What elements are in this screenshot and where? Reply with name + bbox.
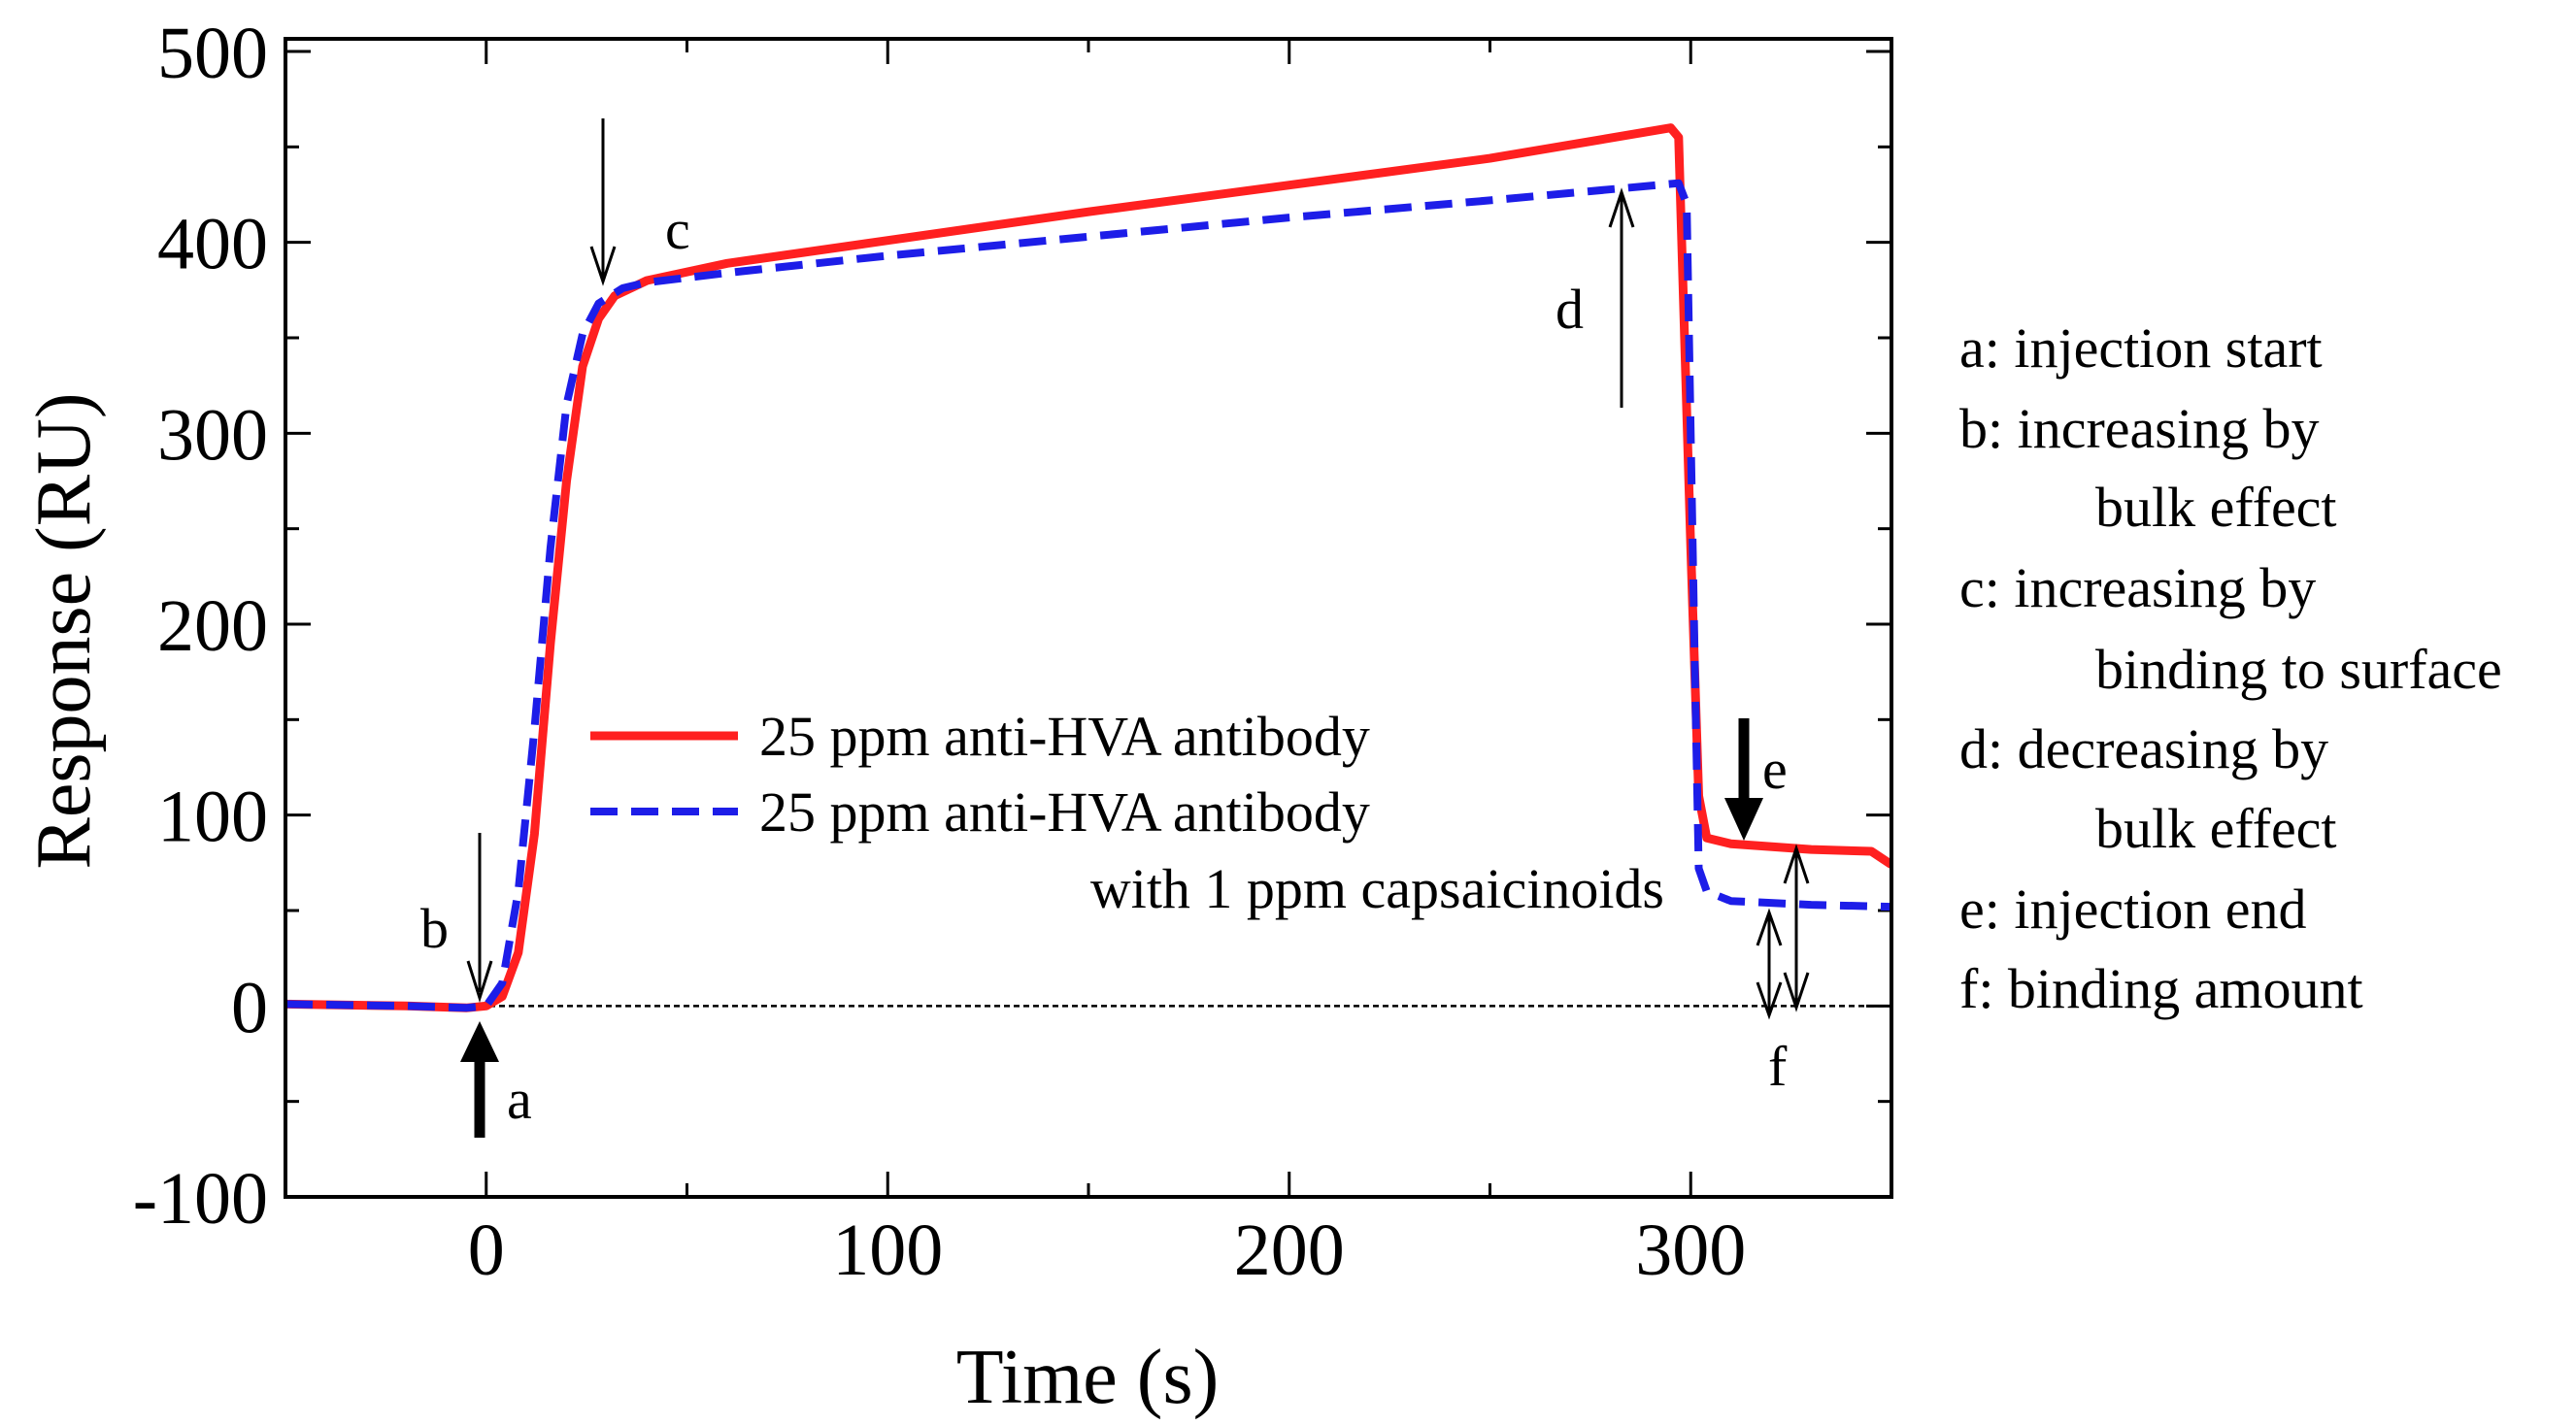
- x-tick-label: 100: [832, 1210, 943, 1291]
- arrowhead-d: [1608, 187, 1635, 228]
- note-a: a: injection start: [1959, 316, 2323, 380]
- y-tick-label: 0: [231, 967, 268, 1048]
- tick-labels: 0 100 200 300 -100 0 100 200 300 400 500: [133, 13, 1747, 1291]
- series-group: [285, 123, 1891, 1012]
- note-c: c: increasing by: [1959, 556, 2316, 619]
- note-f: f: binding amount: [1959, 957, 2363, 1020]
- note-b-cont: bulk effect: [2095, 476, 2337, 539]
- annotation-label-d: d: [1556, 278, 1584, 341]
- note-b: b: increasing by: [1959, 397, 2319, 460]
- arrowhead-c: [589, 246, 617, 286]
- arrowhead-f-left-bottom: [1756, 981, 1783, 1020]
- series-line-2: [285, 179, 1891, 1012]
- legend-label-series-2-line-2: with 1 ppm capsaicinoids: [1090, 857, 1664, 920]
- y-tick-label: 400: [157, 204, 268, 285]
- plot-frame: [284, 37, 1893, 1199]
- series-line-1: [285, 123, 1891, 1012]
- y-tick-label: 500: [157, 13, 268, 94]
- annotation-label-a: a: [507, 1068, 532, 1131]
- y-tick-label: 100: [157, 777, 268, 858]
- x-tick-label: 300: [1635, 1210, 1746, 1291]
- note-e: e: injection end: [1959, 878, 2307, 941]
- note-c-cont: binding to surface: [2095, 638, 2502, 701]
- legend-label-series-1: 25 ppm anti-HVA antibody: [759, 705, 1370, 768]
- annotation-label-e: e: [1762, 738, 1788, 801]
- x-axis-title: Time (s): [956, 1335, 1219, 1420]
- y-tick-label: 300: [157, 394, 268, 476]
- annotation-label-c: c: [665, 198, 690, 261]
- legend-label-series-2-line-1: 25 ppm anti-HVA antibody: [759, 780, 1370, 844]
- arrowhead-e: [1724, 798, 1763, 841]
- note-d-cont: bulk effect: [2095, 797, 2337, 860]
- axis-ticks: [284, 39, 1893, 1199]
- y-tick-label: 200: [157, 585, 268, 667]
- annotation-label-b: b: [420, 897, 449, 960]
- arrowhead-f-right-top: [1783, 844, 1810, 884]
- x-tick-label: 200: [1234, 1210, 1345, 1291]
- x-tick-label: 0: [468, 1210, 505, 1291]
- arrowhead-f-right-bottom: [1783, 972, 1810, 1012]
- arrowhead-a: [460, 1021, 499, 1062]
- annotations: a b c d e f: [420, 118, 1810, 1138]
- legend: 25 ppm anti-HVA antibody 25 ppm anti-HVA…: [590, 705, 1664, 920]
- arrowhead-b: [466, 960, 493, 1003]
- notes-list: a: injection start b: increasing by bulk…: [1959, 316, 2502, 1020]
- note-d: d: decreasing by: [1959, 717, 2328, 780]
- annotation-label-f: f: [1768, 1035, 1788, 1098]
- arrowhead-f-left-top: [1756, 908, 1783, 946]
- y-axis-title: Response (RU): [21, 392, 107, 869]
- y-tick-label: -100: [133, 1158, 268, 1240]
